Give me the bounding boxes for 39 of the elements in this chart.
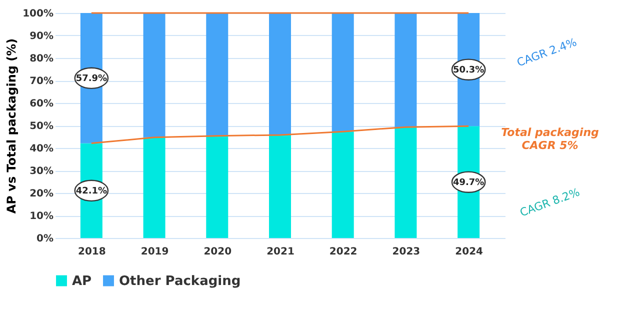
y-tick-label: 60% — [30, 98, 54, 110]
y-tick-label: 50% — [30, 121, 54, 132]
x-tick-label: 2021 — [266, 246, 294, 258]
y-tick-label: 100% — [22, 8, 54, 20]
bar — [206, 13, 228, 136]
y-tick-label: 90% — [30, 31, 54, 42]
data-label: 49.7% — [452, 178, 484, 188]
data-label: 57.9% — [76, 74, 108, 84]
bar — [269, 134, 291, 238]
y-tick-label: 20% — [30, 188, 54, 200]
bar — [143, 13, 166, 138]
bar — [206, 136, 228, 238]
x-tick-label: 2018 — [78, 246, 106, 258]
text: CAGR 2.4% — [515, 36, 578, 70]
legend-label: AP — [72, 274, 92, 289]
y-tick-label: 70% — [30, 76, 54, 87]
bar — [394, 127, 417, 238]
bar — [332, 13, 354, 132]
bar — [394, 13, 417, 128]
legend-label: Other Packaging — [119, 274, 241, 289]
text: CAGR 8.2% — [518, 186, 582, 220]
x-tick-label: 2022 — [329, 246, 358, 258]
data-label: 50.3% — [452, 66, 484, 76]
y-axis-title: AP vs Total packaging (%) — [4, 38, 19, 214]
bar — [332, 132, 354, 238]
line-series — [90, 125, 470, 144]
bar — [143, 137, 166, 238]
data-label: 42.1% — [76, 186, 108, 197]
x-tick-label: 2020 — [204, 246, 232, 258]
y-tick-label: 30% — [30, 166, 54, 177]
y-tick-label: 80% — [30, 54, 54, 64]
y-tick-label: 0% — [36, 234, 54, 244]
x-tick-label: 2019 — [140, 246, 169, 258]
annotation: Total packaging CAGR 5% — [501, 126, 600, 152]
x-tick-label: 2023 — [392, 246, 420, 258]
y-tick-label: 40% — [30, 144, 54, 154]
y-tick-label: 10% — [30, 211, 54, 222]
x-tick-label: 2024 — [455, 246, 484, 258]
bar — [269, 13, 291, 135]
